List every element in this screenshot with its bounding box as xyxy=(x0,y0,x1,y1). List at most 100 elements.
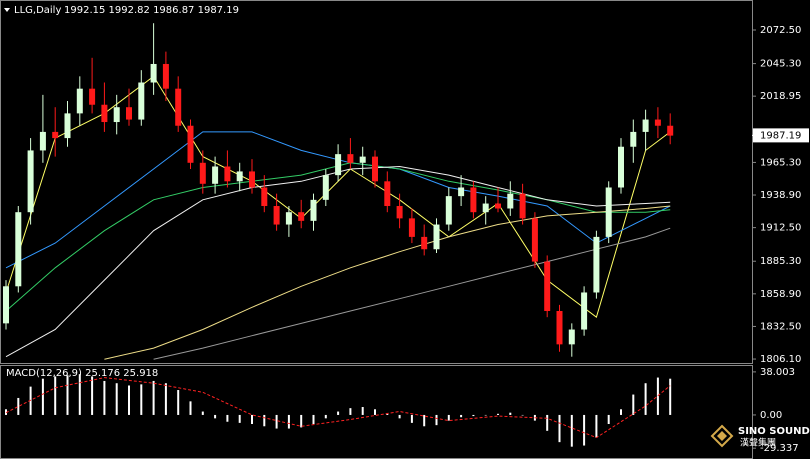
macd-bar xyxy=(226,414,229,422)
candle-body xyxy=(384,181,391,207)
candle-body xyxy=(212,166,219,184)
candle-body xyxy=(64,113,71,139)
macd-bar xyxy=(201,411,204,415)
macd-bar xyxy=(497,413,499,415)
ma-line xyxy=(153,227,671,360)
macd-signal-line xyxy=(5,377,671,439)
macd-y-tick-label: -29.337 xyxy=(760,443,799,454)
macd-bar xyxy=(423,414,426,427)
macd-y-tick-label: 0.00 xyxy=(760,410,782,421)
candle-body xyxy=(298,212,305,221)
candle-body xyxy=(654,119,661,126)
y-tick-label: 1885.30 xyxy=(760,256,801,267)
macd-bar xyxy=(41,378,44,415)
candle-body xyxy=(162,63,169,89)
logo-icon-inner xyxy=(717,431,727,441)
macd-bar xyxy=(570,414,573,447)
candle-body xyxy=(199,162,206,184)
candle-body xyxy=(642,119,649,132)
logo-icon xyxy=(710,424,734,448)
macd-bar xyxy=(374,409,376,415)
candle-body xyxy=(175,88,182,126)
macd-bar xyxy=(54,376,57,415)
macd-bar xyxy=(164,383,167,415)
macd-bar xyxy=(386,413,389,415)
candle-body xyxy=(531,218,538,262)
macd-bar xyxy=(472,414,475,417)
candle-body xyxy=(52,131,59,139)
candle-body xyxy=(605,187,612,237)
macd-bar xyxy=(669,378,672,415)
candle-body xyxy=(39,131,46,151)
macd-bar xyxy=(263,414,266,427)
macd-bar xyxy=(115,383,118,415)
macd-bar xyxy=(484,414,487,416)
candle-body xyxy=(310,199,317,221)
candle-body xyxy=(322,175,329,200)
macd-bar xyxy=(152,380,155,415)
macd-label: MACD(12,26,9) 25.176 25.918 xyxy=(6,368,158,379)
candle-body xyxy=(408,218,415,237)
macd-bar xyxy=(349,408,352,415)
macd-bar xyxy=(140,384,143,415)
candle-body xyxy=(445,196,452,225)
candle-body xyxy=(470,187,477,213)
last-price-box xyxy=(753,128,809,143)
y-tick-label: 1938.90 xyxy=(760,190,801,201)
logo: SINO SOUND 漢聲集團 xyxy=(710,424,810,449)
candle-body xyxy=(372,156,378,182)
macd-bar xyxy=(521,414,524,416)
candle-body xyxy=(359,156,366,163)
y-tick-label: 1806.10 xyxy=(760,354,801,365)
candle-body xyxy=(458,187,465,197)
candle-body xyxy=(667,125,674,136)
macd-bar xyxy=(312,414,315,425)
macd-y-tick-label: 38.003 xyxy=(760,367,795,378)
macd-bar xyxy=(300,414,303,428)
macd-bar xyxy=(177,390,180,415)
macd-bar xyxy=(398,414,401,419)
candle-body xyxy=(421,236,428,250)
macd-bar xyxy=(78,374,81,415)
candle-body xyxy=(224,166,231,182)
candle-body xyxy=(236,171,243,182)
symbol-label: LLG,Daily xyxy=(14,5,61,16)
macd-bar xyxy=(558,414,561,443)
candle-body xyxy=(495,203,501,209)
candle-body xyxy=(89,88,96,105)
macd-bar xyxy=(91,376,94,415)
y-tick-label: 1912.50 xyxy=(760,223,801,234)
macd-bar xyxy=(435,414,438,426)
macd-bar xyxy=(656,377,659,415)
candle-body xyxy=(544,261,551,312)
logo-name: SINO SOUND xyxy=(738,426,810,437)
macd-bar xyxy=(460,414,463,418)
candle-body xyxy=(433,224,440,250)
macd-bar xyxy=(361,407,364,415)
menu-arrow[interactable] xyxy=(4,8,10,12)
macd-bar xyxy=(66,375,69,415)
candle-body xyxy=(150,63,157,83)
candle-body xyxy=(261,187,268,207)
ma-line xyxy=(5,165,671,358)
y-tick-label: 1965.30 xyxy=(760,157,801,168)
candle-body xyxy=(3,286,9,324)
candle-body xyxy=(581,292,588,330)
candle-body xyxy=(27,150,34,213)
macd-bar xyxy=(251,414,253,425)
candle-body xyxy=(482,203,489,213)
macd-bar xyxy=(644,383,647,415)
candle-body xyxy=(76,88,83,114)
candle-body xyxy=(396,206,403,219)
macd-bar xyxy=(595,414,598,438)
candle-body xyxy=(138,82,145,120)
macd-bar xyxy=(275,414,278,429)
macd-bar xyxy=(583,414,586,446)
candle-body xyxy=(126,107,132,120)
y-tick-label: 2018.95 xyxy=(760,91,801,102)
ohlc-label: 1992.15 1992.82 1986.87 1987.19 xyxy=(64,5,239,16)
macd-bar xyxy=(5,409,7,415)
